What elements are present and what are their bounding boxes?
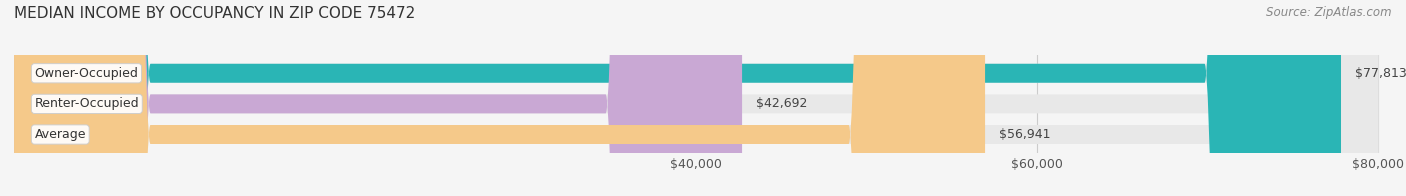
FancyBboxPatch shape	[14, 0, 1341, 196]
Text: Owner-Occupied: Owner-Occupied	[35, 67, 138, 80]
FancyBboxPatch shape	[14, 0, 1378, 196]
Text: Renter-Occupied: Renter-Occupied	[35, 97, 139, 110]
Text: $77,813: $77,813	[1354, 67, 1406, 80]
Text: Average: Average	[35, 128, 86, 141]
Text: $42,692: $42,692	[756, 97, 807, 110]
Text: MEDIAN INCOME BY OCCUPANCY IN ZIP CODE 75472: MEDIAN INCOME BY OCCUPANCY IN ZIP CODE 7…	[14, 6, 415, 21]
Text: Source: ZipAtlas.com: Source: ZipAtlas.com	[1267, 6, 1392, 19]
Text: $56,941: $56,941	[998, 128, 1050, 141]
FancyBboxPatch shape	[14, 0, 742, 196]
FancyBboxPatch shape	[14, 0, 986, 196]
FancyBboxPatch shape	[14, 0, 1378, 196]
FancyBboxPatch shape	[14, 0, 1378, 196]
